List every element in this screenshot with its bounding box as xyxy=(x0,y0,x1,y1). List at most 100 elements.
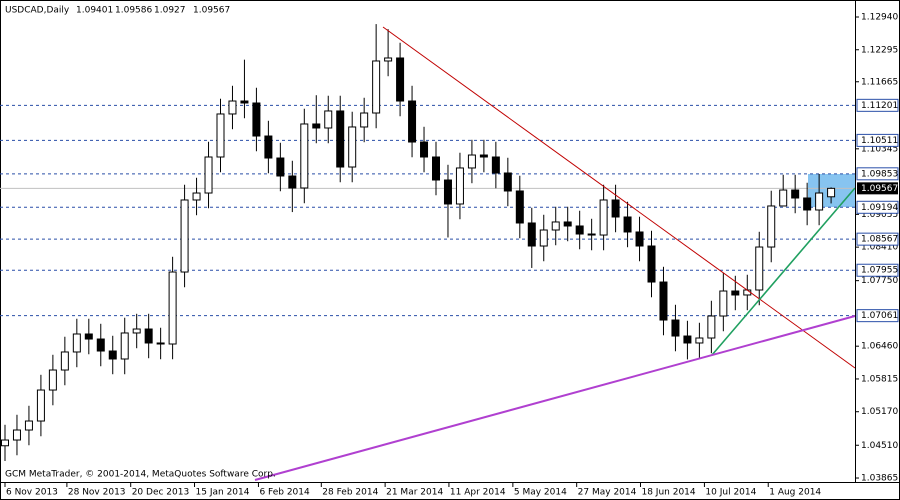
candle-body xyxy=(695,337,704,344)
candle-body xyxy=(587,233,596,236)
x-tick-label: 28 Feb 2014 xyxy=(322,488,378,498)
symbol: USDCAD,Daily xyxy=(5,6,70,16)
candle-body xyxy=(575,225,584,235)
candle-body xyxy=(719,290,728,317)
x-tick-label: 1 Aug 2014 xyxy=(769,488,821,498)
candle-body xyxy=(420,141,429,158)
candle-body xyxy=(132,328,141,334)
candle-body xyxy=(623,216,632,233)
header-high: 1.09586 xyxy=(115,6,152,16)
candle-body xyxy=(432,156,441,181)
candle-body xyxy=(503,172,512,192)
candle-body xyxy=(192,192,201,201)
candle-body xyxy=(671,319,680,337)
x-tick-label: 15 Jan 2014 xyxy=(196,488,250,498)
price-label: 1.09567 xyxy=(861,184,898,194)
candle-body xyxy=(216,113,225,158)
candle-body xyxy=(707,315,716,339)
y-tick-label: 1.04510 xyxy=(861,441,898,451)
candle-body xyxy=(96,338,105,352)
y-tick-label: 1.03865 xyxy=(861,474,898,484)
level-label-box xyxy=(856,200,899,214)
candle-body xyxy=(204,156,213,194)
candle-body xyxy=(731,290,740,296)
level-label-box xyxy=(856,309,899,323)
level-label: 1.07061 xyxy=(861,311,898,321)
candle-body xyxy=(647,245,656,283)
x-tick-label: 11 Apr 2014 xyxy=(450,488,506,498)
candle-body xyxy=(791,189,800,199)
candle-body xyxy=(156,342,165,345)
candle-body xyxy=(288,175,297,189)
candle-body xyxy=(467,154,476,169)
candle-body xyxy=(36,389,45,422)
candle-body xyxy=(827,187,836,198)
candle-body xyxy=(324,110,333,129)
candle-body xyxy=(348,126,357,168)
candle-body xyxy=(72,333,81,353)
candle-body xyxy=(0,439,9,447)
price-box xyxy=(857,182,898,195)
candle-body xyxy=(84,333,93,340)
x-tick-label: 6 Nov 2013 xyxy=(6,488,58,498)
candle-body xyxy=(372,60,381,114)
level-label-box xyxy=(856,167,899,181)
level-label: 1.09853 xyxy=(861,169,898,179)
candle-body xyxy=(336,110,345,168)
candle-body xyxy=(24,420,33,431)
candle-body xyxy=(300,123,309,189)
x-tick-label: 6 Feb 2014 xyxy=(259,488,310,498)
header-open: 1.09401 xyxy=(76,6,113,16)
candle-body xyxy=(443,179,452,205)
x-tick-label: 10 Jul 2014 xyxy=(705,488,756,498)
y-tick-label: 1.05170 xyxy=(861,407,898,417)
candle-body xyxy=(240,100,249,104)
candle-body xyxy=(384,57,393,62)
purple-trendline xyxy=(254,315,856,481)
y-tick-label: 1.06460 xyxy=(861,342,898,352)
y-tick-label: 1.08410 xyxy=(861,243,898,253)
header-close: 1.09567 xyxy=(193,6,230,16)
level-label-box xyxy=(856,232,899,246)
x-tick-label: 18 Jun 2014 xyxy=(641,488,695,498)
candle-body xyxy=(551,221,560,231)
x-tick-label: 27 May 2014 xyxy=(578,488,637,498)
candle-body xyxy=(48,369,57,391)
candle-body xyxy=(168,271,177,345)
x-tick-label: 5 May 2014 xyxy=(514,488,567,498)
copyright: GCM MetaTrader, © 2001-2014, MetaQuotes … xyxy=(5,470,276,480)
candle-body xyxy=(408,100,417,143)
candle-body xyxy=(396,57,405,102)
green-trendline xyxy=(711,187,856,356)
red-trendline xyxy=(382,26,856,369)
candle-body xyxy=(491,156,500,174)
level-label: 1.11201 xyxy=(861,101,898,111)
level-label: 1.07955 xyxy=(861,266,898,276)
candle-body xyxy=(228,100,237,115)
y-tick-label: 1.09055 xyxy=(861,210,898,220)
candle-body xyxy=(276,157,285,177)
x-tick-label: 20 Dec 2013 xyxy=(132,488,190,498)
level-label: 1.09194 xyxy=(861,203,898,213)
candle-body xyxy=(108,350,117,360)
candle-body xyxy=(12,429,21,441)
candle-body xyxy=(683,335,692,344)
candle-body xyxy=(803,197,812,211)
candle-body xyxy=(360,112,369,128)
candle-body xyxy=(252,102,261,137)
x-tick-label: 28 Nov 2013 xyxy=(68,488,126,498)
y-tick-label: 1.11665 xyxy=(861,77,898,87)
x-tick-label: 21 Mar 2014 xyxy=(386,488,443,498)
candle-body xyxy=(779,189,788,207)
candle-body xyxy=(60,351,69,371)
candle-body xyxy=(635,231,644,247)
candle-body xyxy=(527,222,536,247)
y-tick-label: 1.10345 xyxy=(861,144,898,154)
candle-body xyxy=(599,199,608,236)
candle-body xyxy=(659,281,668,321)
candle-body xyxy=(312,123,321,129)
y-tick-label: 1.12940 xyxy=(861,12,898,22)
level-label: 1.10511 xyxy=(861,136,898,146)
